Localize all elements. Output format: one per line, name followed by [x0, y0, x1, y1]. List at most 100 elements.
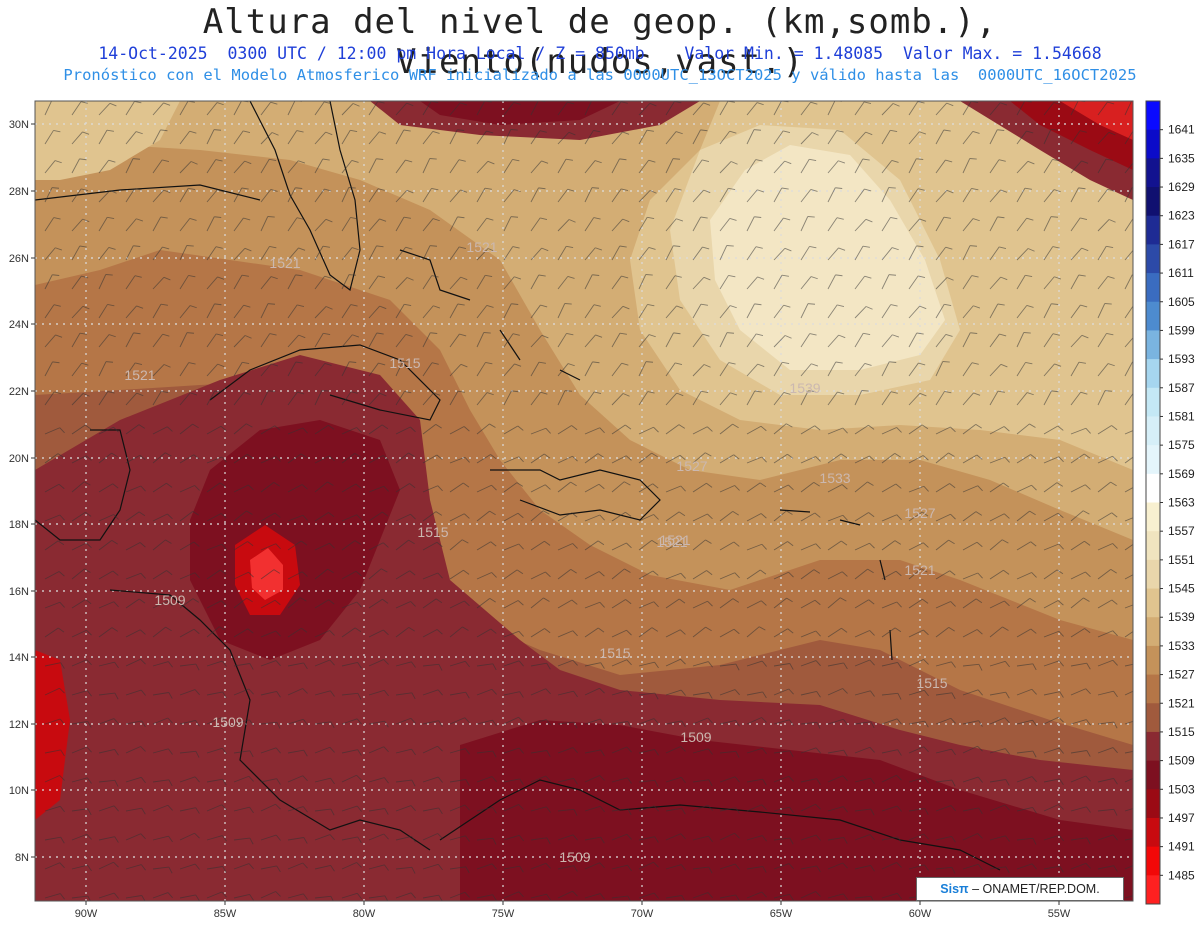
- wind-barb: [449, 691, 470, 699]
- wind-barb: [746, 333, 764, 348]
- wind-barb: [233, 863, 254, 870]
- wind-barb: [341, 247, 359, 261]
- wind-barb: [476, 187, 492, 203]
- wind-barb: [773, 750, 794, 758]
- wind-barb: [773, 130, 791, 145]
- wind-barb: [773, 247, 792, 261]
- wind-barb: [449, 717, 470, 725]
- wind-barb: [746, 835, 767, 842]
- wind-barb: [908, 598, 929, 609]
- wind-barb: [908, 629, 929, 638]
- wind-barb: [989, 426, 1010, 435]
- wind-barb: [530, 274, 546, 290]
- wind-barb: [206, 835, 227, 842]
- wind-barb: [827, 806, 848, 813]
- wind-barb: [125, 720, 146, 728]
- wind-barb: [584, 361, 600, 377]
- wind-barb: [476, 392, 494, 406]
- wind-barb: [584, 453, 605, 464]
- wind-barb: [827, 247, 846, 261]
- graticule: [35, 101, 1133, 901]
- colorbar-swatch: [1146, 416, 1160, 446]
- wind-barb: [1070, 334, 1089, 348]
- wind-barb: [800, 276, 818, 290]
- wind-barb: [503, 600, 524, 609]
- wind-barb: [98, 748, 119, 756]
- wind-barb: [368, 833, 389, 841]
- wind-barb: [1043, 425, 1064, 435]
- wind-barb: [1043, 600, 1064, 609]
- wind-barb: [584, 483, 605, 493]
- wind-barb: [206, 303, 222, 319]
- wind-barb: [800, 721, 821, 729]
- wind-barb: [746, 543, 767, 551]
- wind-barb: [314, 424, 335, 435]
- wind-barb: [530, 862, 551, 870]
- wind-barb: [530, 806, 551, 813]
- wind-barb: [962, 218, 980, 232]
- wind-barb: [71, 599, 92, 609]
- contour-label: 1533: [819, 470, 850, 486]
- wind-barb: [206, 390, 222, 406]
- wind-barb: [1016, 837, 1037, 845]
- wind-barb: [827, 571, 848, 580]
- band-1533-nw: [35, 101, 180, 180]
- wind-barb: [44, 540, 65, 551]
- wind-barb: [125, 658, 146, 667]
- wind-barb: [692, 570, 713, 580]
- wind-barb: [854, 512, 875, 522]
- wind-barb: [152, 779, 173, 787]
- wind-barb: [98, 452, 118, 464]
- wind-barb: [449, 891, 470, 899]
- wind-barb: [476, 663, 497, 671]
- wind-barb: [692, 866, 713, 874]
- wind-barb: [935, 390, 952, 406]
- wind-barb: [71, 131, 90, 145]
- colorbar-label: 1491: [1168, 840, 1195, 854]
- wind-barb: [854, 218, 873, 232]
- wind-barb: [1016, 597, 1036, 609]
- wind-barb: [1124, 187, 1133, 203]
- wind-barb: [611, 568, 631, 580]
- lat-label: 22N: [9, 386, 29, 398]
- wind-barb: [314, 834, 335, 841]
- wind-barb: [44, 187, 60, 203]
- wind-barb: [800, 891, 821, 899]
- wind-barb: [611, 721, 632, 728]
- lon-label: 75W: [492, 908, 515, 920]
- wind-barb: [719, 598, 740, 609]
- wind-barb: [422, 362, 439, 377]
- wind-barb: [395, 102, 414, 116]
- wind-barb: [935, 333, 953, 348]
- wind-barb: [422, 807, 443, 815]
- wind-barb: [719, 719, 740, 727]
- wind-barb: [638, 661, 659, 669]
- wind-barb: [827, 718, 848, 726]
- wind-barb: [530, 484, 551, 493]
- wind-barb: [179, 807, 200, 814]
- wind-barb: [125, 833, 146, 841]
- contour-label: 1521: [269, 255, 300, 271]
- wind-barb: [449, 426, 470, 435]
- wind-barb: [206, 804, 227, 812]
- wind-barb: [881, 661, 902, 669]
- wind-barb: [44, 361, 60, 377]
- wind-barb: [611, 218, 630, 232]
- wind-barb: [827, 361, 843, 377]
- wind-barb: [476, 484, 497, 493]
- wind-barb: [692, 482, 713, 493]
- wind-barb: [935, 361, 950, 377]
- wind-barb: [719, 217, 737, 232]
- wind-barb: [98, 102, 117, 116]
- wind-barb: [314, 864, 335, 872]
- wind-barb: [692, 692, 713, 699]
- wind-barb: [260, 543, 281, 551]
- wind-barb: [71, 275, 89, 290]
- wind-barb: [179, 362, 196, 377]
- wind-barb: [827, 749, 848, 757]
- wind-barb: [719, 423, 739, 435]
- wind-barb: [827, 453, 848, 464]
- wind-barb: [341, 391, 358, 406]
- wind-barb: [989, 390, 1005, 406]
- colorbar-swatch: [1146, 531, 1160, 561]
